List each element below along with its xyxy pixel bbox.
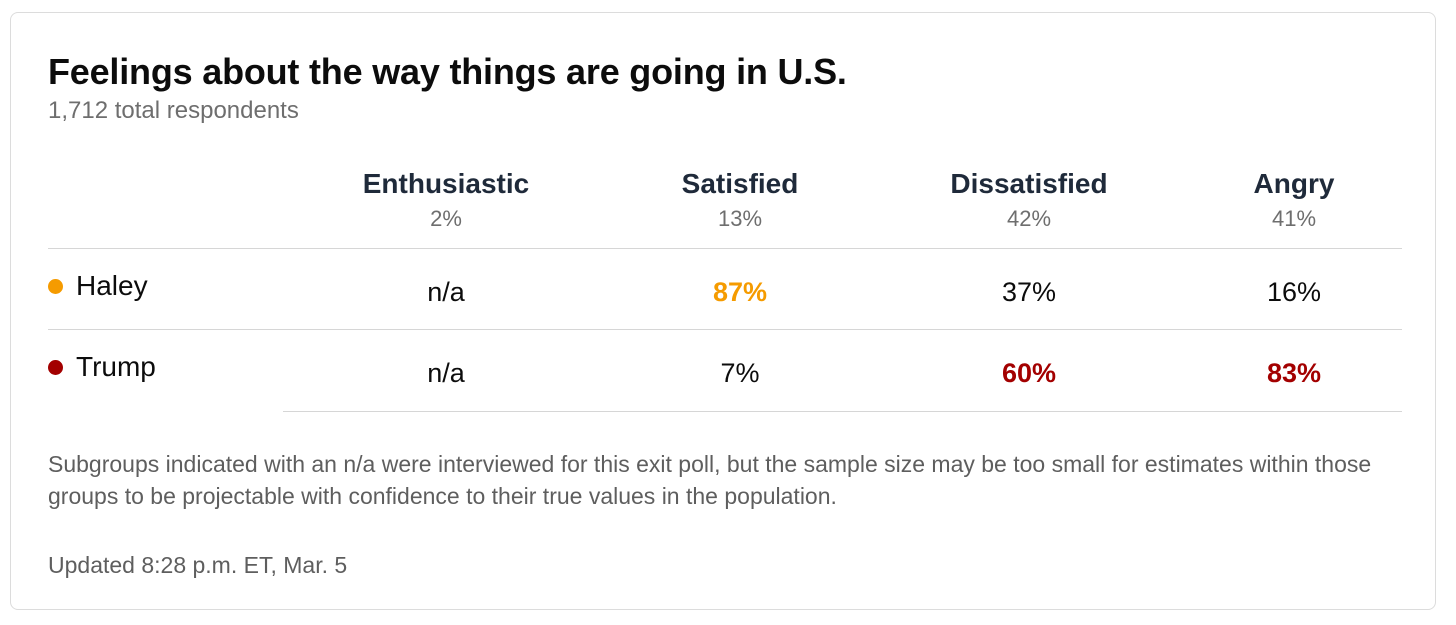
column-header-satisfied: Satisfied 13%: [610, 167, 870, 232]
table-cell-trump: 83%: [1266, 358, 1322, 388]
respondents-count: 1,712 total respondents: [48, 97, 299, 124]
column-header-dissatisfied: Dissatisfied 42%: [899, 167, 1159, 232]
candidate-name: Haley: [76, 270, 148, 301]
table-cell-trump: 7%: [720, 358, 760, 388]
table-cell-haley: n/a: [427, 277, 465, 307]
column-header-angry: Angry 41%: [1164, 167, 1424, 232]
candidate-dot-icon: [48, 359, 63, 375]
row-label-trump: Trump: [48, 350, 156, 384]
row-divider: [48, 248, 1402, 249]
row-divider: [48, 329, 1402, 330]
footnote: Subgroups indicated with an n/a were int…: [48, 451, 1372, 509]
candidate-dot-icon: [48, 278, 63, 294]
column-name: Satisfied: [681, 168, 799, 199]
updated-timestamp: Updated 8:28 p.m. ET, Mar. 5: [48, 552, 348, 578]
column-name: Angry: [1253, 168, 1335, 199]
column-share: 2%: [430, 206, 462, 231]
table-cell-haley: 37%: [1001, 277, 1057, 307]
table-cell-trump: 60%: [1001, 358, 1057, 388]
table-cell-trump: n/a: [427, 358, 465, 388]
column-header-enthusiastic: Enthusiastic 2%: [316, 167, 576, 232]
table-cell-haley: 16%: [1266, 277, 1322, 307]
chart-title: Feelings about the way things are going …: [48, 51, 847, 92]
exit-poll-card: Feelings about the way things are going …: [10, 12, 1436, 610]
table-cell-haley: 87%: [712, 277, 768, 307]
column-share: 41%: [1271, 206, 1317, 231]
column-name: Dissatisfied: [950, 168, 1108, 199]
row-label-haley: Haley: [48, 269, 148, 303]
column-name: Enthusiastic: [362, 168, 530, 199]
column-share: 42%: [1006, 206, 1052, 231]
column-share: 13%: [717, 206, 763, 231]
candidate-name: Trump: [76, 351, 156, 382]
row-divider: [283, 411, 1402, 412]
